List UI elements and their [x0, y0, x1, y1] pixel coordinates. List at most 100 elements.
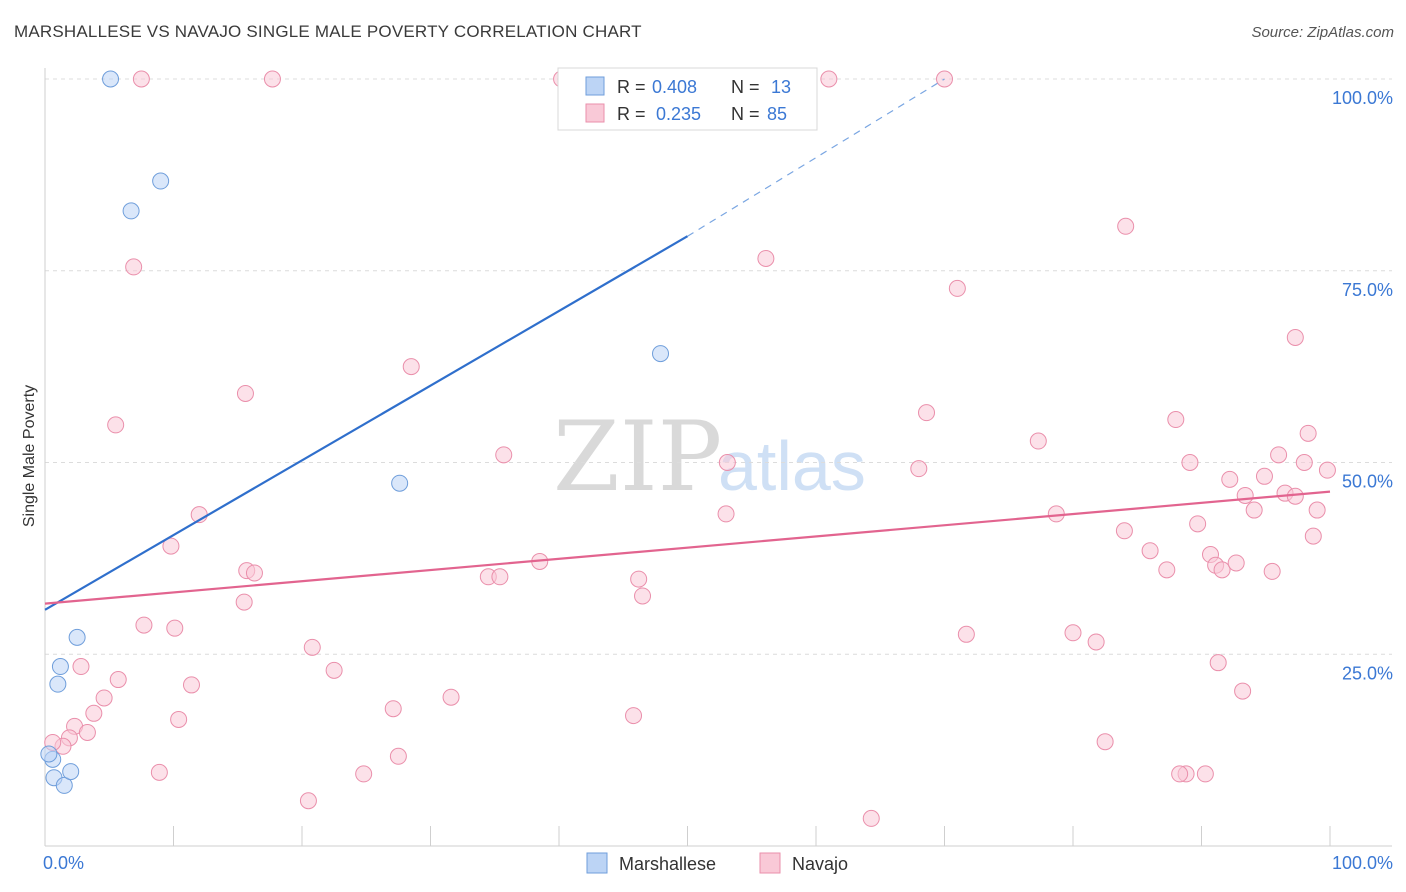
navajo-point	[1047, 505, 1065, 523]
navajo-point	[1087, 633, 1105, 651]
legend-n-label-1: N =	[731, 77, 760, 97]
navajo-point	[95, 689, 113, 707]
navajo-point	[1286, 328, 1304, 346]
y-tick-label: 75.0%	[1342, 280, 1393, 300]
navajo-point	[1299, 424, 1317, 442]
navajo-point	[135, 616, 153, 634]
navajo-point	[389, 747, 407, 765]
navajo-point	[718, 454, 736, 471]
navajo-point	[1236, 486, 1254, 504]
navajo-point	[1270, 446, 1288, 464]
navajo-point	[162, 537, 180, 555]
marshallese-point	[122, 202, 140, 220]
navajo-point	[236, 384, 254, 402]
navajo-point	[85, 704, 103, 722]
legend-r-value-1: 0.408	[652, 77, 697, 97]
marshallese-trendline-extension	[687, 78, 945, 237]
legend-n-value-1: 13	[771, 77, 791, 97]
legend-n-value-2: 85	[767, 104, 787, 124]
legend-n-label-2: N =	[731, 104, 760, 124]
navajo-point	[303, 638, 321, 656]
navajo-point	[491, 568, 509, 586]
navajo-point	[1304, 527, 1322, 545]
series-legend: Marshallese Navajo	[586, 852, 848, 874]
watermark-atlas: atlas	[718, 427, 866, 505]
navajo-point	[245, 564, 263, 582]
navajo-point	[355, 765, 373, 783]
x-tick-label-min: 0.0%	[43, 853, 84, 873]
navajo-point	[1141, 542, 1159, 560]
navajo-point	[150, 763, 168, 781]
x-tick-labels: 0.0% 100.0%	[43, 853, 1393, 873]
navajo-point	[132, 70, 150, 88]
navajo-swatch	[585, 103, 605, 123]
navajo-point	[625, 707, 643, 725]
marshallese-point	[152, 172, 170, 190]
navajo-point	[402, 358, 420, 376]
navajo-point	[1234, 682, 1252, 700]
marshallese-point	[102, 70, 120, 88]
navajo-point	[1029, 432, 1047, 450]
navajo-point	[1158, 561, 1176, 579]
legend-r-value-2: 0.235	[656, 104, 701, 124]
navajo-point	[1189, 515, 1207, 533]
navajo-point	[1221, 470, 1239, 488]
navajo-point	[757, 249, 775, 267]
navajo-point	[1318, 461, 1336, 479]
legend-r-label-1: R =	[617, 77, 646, 97]
navajo-point	[170, 710, 188, 728]
chart-title: MARSHALLESE VS NAVAJO SINGLE MALE POVERT…	[14, 22, 642, 41]
navajo-point	[1213, 561, 1231, 579]
navajo-point	[1096, 733, 1114, 751]
marshallese-point	[68, 628, 86, 646]
navajo-point	[1209, 654, 1227, 672]
navajo-point	[72, 658, 90, 676]
navajo-point	[384, 700, 402, 718]
navajo-point	[1167, 411, 1185, 429]
watermark: ZIP atlas	[553, 401, 866, 513]
navajo-point	[442, 688, 460, 706]
navajo-point	[1263, 562, 1281, 580]
marshallese-point	[391, 474, 409, 492]
x-tick-label-max: 100.0%	[1332, 853, 1393, 873]
navajo-point	[918, 404, 936, 422]
navajo-point	[1295, 454, 1313, 471]
navajo-point	[1196, 765, 1214, 783]
navajo-point	[717, 505, 735, 523]
navajo-point	[1117, 217, 1135, 235]
navajo-point	[820, 70, 838, 88]
watermark-zip: ZIP	[553, 401, 722, 513]
navajo-point	[1115, 522, 1133, 540]
navajo-point	[125, 258, 143, 276]
navajo-point	[263, 70, 281, 88]
navajo-point	[862, 809, 880, 827]
legend-navajo-label: Navajo	[792, 854, 848, 874]
y-axis-label: Single Male Poverty	[21, 385, 38, 527]
legend-marshallese-label: Marshallese	[619, 854, 716, 874]
navajo-point	[634, 587, 652, 605]
navajo-points	[44, 70, 1336, 827]
navajo-point	[78, 723, 96, 741]
marshallese-swatch	[585, 76, 605, 96]
navajo-point	[495, 446, 513, 464]
navajo-point	[1181, 454, 1199, 471]
navajo-point	[1171, 765, 1189, 783]
navajo-point	[1245, 501, 1263, 519]
navajo-point	[166, 619, 184, 637]
navajo-point	[182, 676, 200, 694]
axes	[44, 68, 1392, 847]
legend-marshallese-swatch	[586, 852, 608, 874]
navajo-point	[325, 661, 343, 679]
navajo-point	[1308, 501, 1326, 519]
legend-r-label-2: R =	[617, 104, 646, 124]
navajo-point	[235, 593, 253, 611]
y-tick-label: 25.0%	[1342, 663, 1393, 683]
navajo-point	[948, 279, 966, 297]
y-tick-label: 100.0%	[1332, 88, 1393, 108]
navajo-point	[109, 671, 127, 689]
marshallese-point	[62, 763, 80, 781]
navajo-point	[957, 625, 975, 643]
marshallese-point	[55, 776, 73, 794]
navajo-point	[107, 416, 125, 434]
source-credit: Source: ZipAtlas.com	[1251, 24, 1394, 41]
